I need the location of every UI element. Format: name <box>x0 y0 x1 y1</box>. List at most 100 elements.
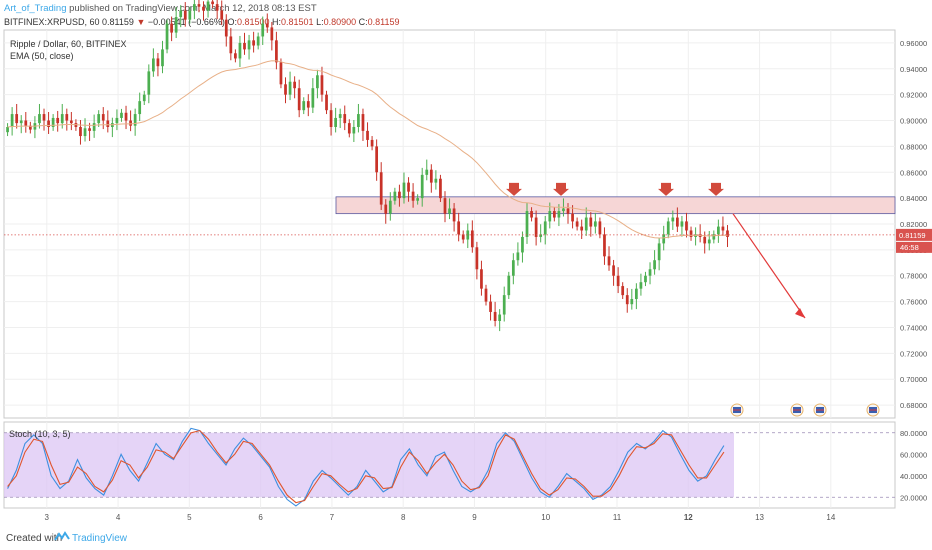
projection-arrow-line <box>732 213 806 319</box>
candle-body <box>6 127 9 133</box>
y-tick-label: 0.76000 <box>900 298 927 307</box>
open-label: O: <box>227 17 237 27</box>
tradingview-brand-link[interactable]: TradingView <box>72 533 128 544</box>
candle-body <box>470 230 474 248</box>
candle-body <box>685 221 688 231</box>
candle-body <box>548 211 552 222</box>
x-tick-label: 5 <box>187 513 192 522</box>
candle-body <box>543 221 547 235</box>
candle-body <box>197 4 201 7</box>
last-value: 0.81159 <box>102 17 134 27</box>
candle-body <box>142 94 146 102</box>
candle-body <box>352 127 356 134</box>
candle-body <box>343 114 347 124</box>
candle-body <box>101 114 105 121</box>
candle-body <box>220 10 224 20</box>
x-tick-label: 10 <box>541 513 550 522</box>
candle-body <box>384 204 388 214</box>
candle-body <box>502 295 506 315</box>
candle-body <box>243 42 246 50</box>
candle-body <box>375 146 379 173</box>
candle-body <box>593 221 597 227</box>
candle-body <box>325 94 328 111</box>
created-with-label: Created with <box>6 533 63 544</box>
candle-body <box>115 117 119 124</box>
candle-body <box>484 288 488 302</box>
candle-body <box>566 208 570 214</box>
candle-body <box>293 81 296 89</box>
candle-body <box>106 120 110 127</box>
candle-body <box>338 114 342 118</box>
candle-body <box>653 260 656 270</box>
ohlc-line: BITFINEX:XRPUSD, 60 0.81159 ▼ −0.00541 (… <box>4 16 400 28</box>
candle-body <box>416 198 420 201</box>
candle-body <box>530 211 533 218</box>
candle-body <box>79 127 82 137</box>
candle-body <box>357 114 360 127</box>
y-tick-label: 0.70000 <box>900 375 927 384</box>
candle-body <box>580 226 584 231</box>
stoch-d-line <box>7 429 725 504</box>
symbol-label: BITFINEX:XRPUSD, 60 <box>4 17 100 27</box>
down-arrow-marker-icon <box>506 182 522 196</box>
y-tick-label: 0.94000 <box>900 65 927 74</box>
candle-body <box>493 311 497 321</box>
stoch-k-line <box>7 427 725 507</box>
candle-body <box>489 301 492 312</box>
countdown-label: 46:58 <box>900 243 919 252</box>
projection-arrow-head-icon <box>795 308 805 318</box>
author-link[interactable]: Art_of_Trading <box>4 3 67 14</box>
candle-body <box>179 10 183 18</box>
candle-body <box>648 269 652 276</box>
candle-body <box>388 200 392 214</box>
candle-body <box>717 226 720 235</box>
candle-body <box>288 81 292 95</box>
open-value: 0.81500 <box>236 17 270 27</box>
candle-body <box>539 234 543 237</box>
high-value: 0.81501 <box>281 17 314 27</box>
price-chart[interactable]: 3 4 5 6 7 8 9 10 11 12 13 14 0.96000 0.94000 0.92000 0.… <box>0 0 932 526</box>
candle-body <box>457 221 461 235</box>
candle-body <box>256 36 260 46</box>
candle-body <box>420 174 424 199</box>
candle-body <box>680 221 684 227</box>
candle-body <box>439 178 442 199</box>
candle-body <box>202 6 205 11</box>
candle-body <box>42 114 46 121</box>
candle-body <box>316 75 319 89</box>
y-tick-label: 0.74000 <box>900 323 927 332</box>
low-label: L: <box>316 17 324 27</box>
candle-body <box>320 75 324 95</box>
candle-body <box>19 120 23 124</box>
candle-body <box>206 1 210 11</box>
candle-body <box>247 40 251 50</box>
candle-body <box>92 123 96 131</box>
candle-body <box>726 230 729 237</box>
ema-legend: EMA (50, close) <box>10 51 74 61</box>
candle-body <box>370 139 374 147</box>
candle-body <box>511 260 515 276</box>
candle-body <box>133 114 137 126</box>
candle-body <box>124 112 128 121</box>
candle-body <box>475 247 479 270</box>
y-tick-label: 0.86000 <box>900 168 927 177</box>
publish-header: Art_of_Trading published on TradingView.… <box>4 2 317 15</box>
candle-body <box>347 123 351 134</box>
candle-body <box>407 182 410 192</box>
candle-body <box>152 58 155 72</box>
x-tick-label: 4 <box>116 513 121 522</box>
candle-body <box>51 117 55 127</box>
candle-body <box>571 213 574 222</box>
candle-body <box>630 299 634 305</box>
candle-body <box>10 114 14 127</box>
candle-body <box>302 101 306 111</box>
stoch-y-tick-label: 40.0000 <box>900 472 927 481</box>
x-tick-label: 11 <box>613 513 622 522</box>
x-tick-label: 3 <box>45 513 50 522</box>
candle-body <box>297 88 301 111</box>
candle-body <box>393 191 397 201</box>
countdown-tag <box>896 241 932 253</box>
candle-body <box>279 62 283 85</box>
candle-body <box>238 42 242 59</box>
candle-body <box>712 234 716 240</box>
